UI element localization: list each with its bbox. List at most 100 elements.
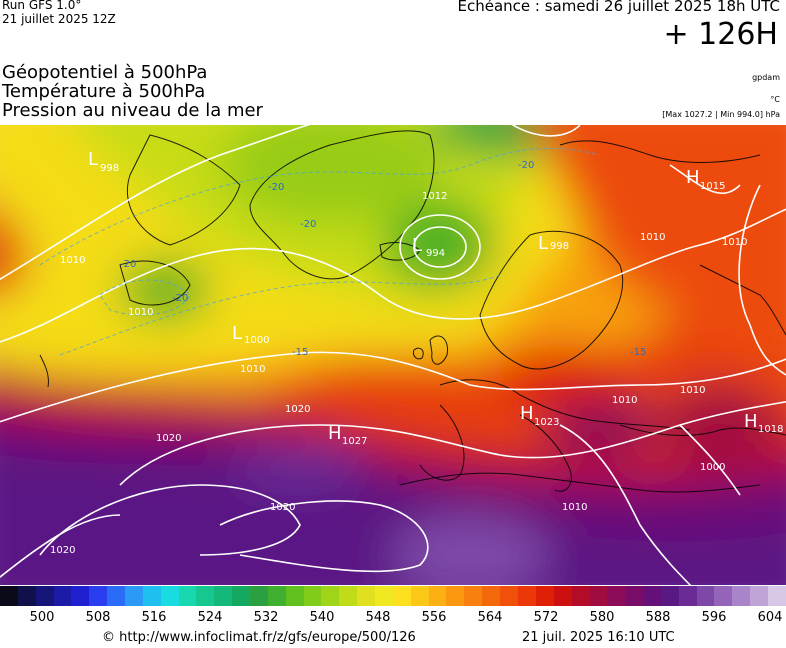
- colorbar-swatch: [160, 586, 179, 606]
- lead-time: + 126H: [663, 17, 779, 52]
- colorbar: [0, 586, 786, 606]
- pressure-center: H 1027: [328, 423, 367, 447]
- pressure-center: L 994: [412, 235, 445, 259]
- pressure-center-value: 998: [100, 163, 119, 174]
- colorbar-swatch: [732, 586, 751, 606]
- unit-pressure-range: [Max 1027.2 | Min 994.0] hPa: [662, 110, 780, 119]
- pressure-center-value: 1012: [422, 191, 447, 202]
- pressure-centers: L 998 L 994 L 1000 H 1027 H 1023 H 1018: [88, 149, 783, 447]
- colorbar-swatch: [250, 586, 268, 606]
- colorbar-swatch: [660, 586, 679, 606]
- colorbar-swatch: [339, 586, 358, 606]
- colorbar-swatch: [517, 586, 536, 606]
- colorbar-swatch: [0, 586, 18, 606]
- isobar-label: 1010: [128, 307, 153, 318]
- colorbar-swatch: [714, 586, 733, 606]
- isotherm-label: -20: [120, 259, 136, 270]
- isobar-label: 1010: [562, 502, 587, 513]
- isotherm-label: -20: [172, 293, 188, 304]
- colorbar-swatch: [53, 586, 72, 606]
- colorbar-swatch: [214, 586, 233, 606]
- colorbar-swatch: [375, 586, 393, 606]
- pressure-center-type: H: [328, 423, 342, 444]
- isobar-label: 1020: [270, 502, 295, 513]
- pressure-center-type: H: [520, 403, 534, 424]
- pressure-center: H 1023: [520, 403, 559, 428]
- pressure-center: H 1018: [744, 411, 783, 435]
- pressure-center-type: L: [88, 149, 98, 170]
- colorbar-tick-label: 588: [645, 610, 671, 625]
- pressure-center: L 1000: [232, 323, 269, 346]
- colorbar-swatch: [750, 586, 768, 606]
- colorbar-tick-label: 604: [757, 610, 783, 625]
- isobar-label: 1010: [60, 255, 85, 266]
- colorbar-swatch: [696, 586, 715, 606]
- colorbar-swatch: [642, 586, 661, 606]
- valid-time: Echéance : samedi 26 juillet 2025 18h UT…: [457, 0, 780, 15]
- colorbar-swatch: [196, 586, 215, 606]
- colorbar-tick-label: 572: [533, 610, 559, 625]
- geopotential-field: [0, 125, 786, 585]
- pressure-center-value: 1018: [758, 424, 783, 435]
- colorbar-swatch: [482, 586, 501, 606]
- pressure-center-value: 1015: [700, 181, 725, 192]
- pressure-center-type: L: [232, 323, 242, 344]
- isobars: [0, 125, 786, 585]
- colorbar-swatch: [428, 586, 447, 606]
- colorbar-tick-label: 596: [701, 610, 727, 625]
- isobar-label: 1020: [156, 433, 181, 444]
- pressure-center-value: 1023: [534, 417, 559, 428]
- pressure-center: L 998: [88, 149, 119, 174]
- colorbar-swatch: [410, 586, 429, 606]
- run-date: 21 juillet 2025 12Z: [2, 12, 116, 26]
- colorbar-swatch: [178, 586, 197, 606]
- pressure-center-type: L: [538, 233, 548, 254]
- isobar-label: 1020: [285, 404, 310, 415]
- colorbar-swatch: [125, 586, 143, 606]
- pressure-center: 1012: [422, 191, 447, 202]
- credit-url: © http://www.infoclimat.fr/z/gfs/europe/…: [102, 630, 416, 645]
- layer-title-pressure: Pression au niveau de la mer: [2, 100, 263, 121]
- colorbar-swatch: [625, 586, 643, 606]
- colorbar-tick-label: 580: [589, 610, 615, 625]
- colorbar-tick-label: 540: [309, 610, 335, 625]
- isotherms: [39, 147, 601, 356]
- coastlines: [39, 130, 786, 493]
- colorbar-swatch: [35, 586, 54, 606]
- isotherm-label: -20: [300, 219, 316, 230]
- colorbar-ticks: 500 508 516 524 532 540 548 556 564 572 580 588 596 6…: [0, 610, 786, 626]
- isobar-labels: 1010 1010 1010 1010 1010 1020 1020 1020 …: [50, 232, 747, 556]
- pressure-center-value: 1000: [244, 335, 269, 346]
- isotherm-label: -20: [518, 160, 534, 171]
- isotherm-label: -15: [292, 347, 308, 358]
- pressure-center-value: 994: [426, 248, 445, 259]
- temperature-labels: -20 -20 -20 -20 -20 -15 -15: [120, 160, 646, 358]
- colorbar-swatch: [767, 586, 786, 606]
- pressure-center-value: 998: [550, 241, 569, 252]
- colorbar-swatch: [392, 586, 411, 606]
- colorbar-tick-label: 508: [85, 610, 111, 625]
- colorbar-swatch: [357, 586, 376, 606]
- layer-title-geopotential: Géopotentiel à 500hPa: [2, 62, 208, 83]
- isobar-label: 1010: [680, 385, 705, 396]
- colorbar-swatch: [500, 586, 518, 606]
- colorbar-swatch: [71, 586, 90, 606]
- colorbar-tick-label: 516: [141, 610, 167, 625]
- isotherm-label: -20: [268, 182, 284, 193]
- isobar-label: 1010: [640, 232, 665, 243]
- colorbar-swatch: [589, 586, 608, 606]
- colorbar-swatch: [17, 586, 36, 606]
- colorbar-swatch: [607, 586, 626, 606]
- colorbar-tick-label: 556: [421, 610, 447, 625]
- unit-geopotential: gpdam: [752, 73, 780, 82]
- isobar-label: 1020: [50, 545, 75, 556]
- colorbar-swatch: [535, 586, 554, 606]
- colorbar-tick-label: 564: [477, 610, 503, 625]
- isobar-label: 1010: [240, 364, 265, 375]
- colorbar-swatch: [446, 586, 465, 606]
- colorbar-swatch: [678, 586, 697, 606]
- colorbar-swatch: [142, 586, 161, 606]
- pressure-center-type: L: [412, 235, 422, 256]
- colorbar-swatch: [571, 586, 590, 606]
- pressure-center-type: H: [686, 167, 700, 188]
